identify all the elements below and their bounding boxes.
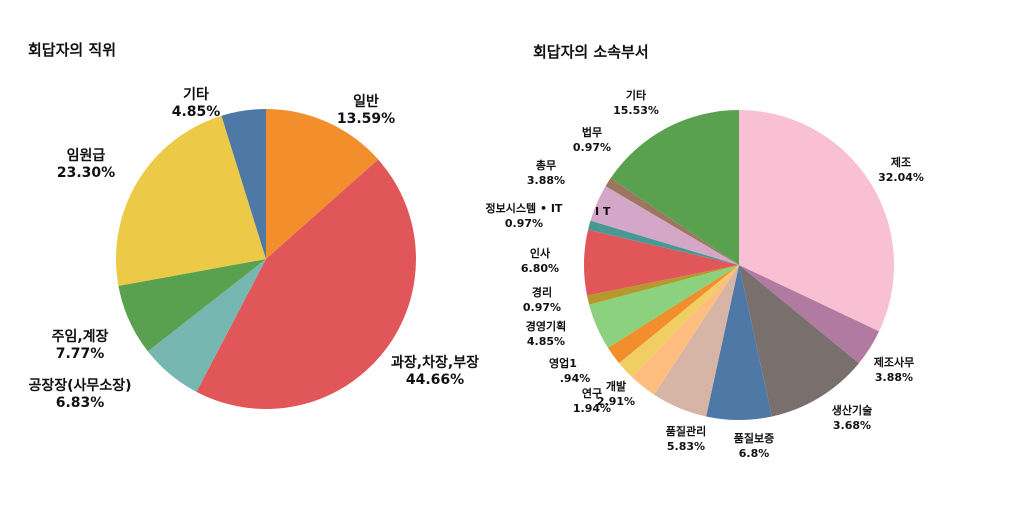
pie2-slice-5 bbox=[631, 265, 739, 395]
pie1-pct-2: 6.83% bbox=[56, 395, 105, 411]
pie1-label-1: 과장,차장,부장 bbox=[391, 354, 479, 371]
pie2-slice-0 bbox=[739, 110, 895, 332]
pie1-slice-3 bbox=[118, 259, 267, 352]
pie2-pct-13: 0.97% bbox=[573, 141, 611, 154]
pie2-label-4: 품질관리 bbox=[666, 424, 706, 438]
pie1-label-4: 임원급 bbox=[67, 148, 106, 164]
pie2-pct-2: 3.68% bbox=[833, 419, 871, 432]
pie2-slice-4 bbox=[654, 265, 739, 417]
pie2-slice-10 bbox=[583, 229, 739, 296]
pie2-label-5: 개발 bbox=[606, 379, 626, 393]
pie2-slice-14 bbox=[610, 110, 739, 265]
pie1-slice-0 bbox=[266, 109, 379, 259]
pie2-pct-11: 0.97% bbox=[505, 217, 543, 230]
pie2-pct-6: 1.94% bbox=[573, 402, 611, 415]
pie2-pct-10: 6.80% bbox=[521, 262, 559, 275]
pie2-label-14: 기타 bbox=[626, 88, 647, 102]
pie1-slice-5 bbox=[221, 109, 266, 259]
pie2-label-7: 영업1 bbox=[549, 357, 577, 370]
pie2-pct-0: 32.04% bbox=[878, 171, 924, 184]
pie2-pct-1: 3.88% bbox=[875, 371, 913, 384]
pie-position bbox=[115, 109, 416, 409]
pie2-slice-3 bbox=[706, 265, 772, 421]
pie2-label-3: 품질보증 bbox=[734, 432, 774, 445]
pie2-pct-12: 3.88% bbox=[527, 174, 565, 187]
pie1-label-0: 일반 bbox=[353, 93, 379, 110]
pie2-label-9: 경리 bbox=[532, 285, 552, 299]
pie2-slice-12 bbox=[590, 186, 739, 265]
pie2-slice-8 bbox=[589, 265, 739, 348]
pie1-pct-5: 4.85% bbox=[172, 104, 221, 120]
pie2-slice-2 bbox=[739, 265, 859, 417]
chart-title-department: 회답자의 소속부서 bbox=[533, 43, 649, 61]
pie2-pct-3: 6.8% bbox=[739, 447, 770, 460]
pie2-pct-7: .94% bbox=[560, 372, 591, 385]
pie1-pct-1: 44.66% bbox=[406, 372, 464, 388]
pie1-slice-4 bbox=[115, 115, 266, 286]
pie2-label-8: 경영기획 bbox=[526, 319, 566, 333]
pie1-label-3: 주임,계장 bbox=[52, 328, 109, 345]
pie2-label-10: 인사 bbox=[530, 246, 551, 260]
pie2-label-13: 법무 bbox=[582, 125, 602, 139]
pie2-slice-1 bbox=[739, 265, 880, 364]
pie2-slice-13 bbox=[605, 178, 739, 265]
labels-department: 제조 32.04% 제조사무 3.88% 생산기술 3.68% 품질보증 6.8% 품질관리 5.… bbox=[486, 88, 924, 460]
pie2-label-6: 연구 bbox=[582, 386, 602, 400]
pie2-pct-14: 15.53% bbox=[613, 104, 659, 117]
pie1-label-5: 기타 bbox=[183, 87, 209, 103]
pie2-slice-7 bbox=[607, 265, 739, 364]
pie1-pct-0: 13.59% bbox=[337, 111, 395, 127]
pie2-pct-4: 5.83% bbox=[667, 440, 705, 453]
pie1-pct-3: 7.77% bbox=[56, 346, 105, 362]
pie2-label-11: 정보시스템 • IT bbox=[486, 201, 563, 215]
pie1-label-2: 공장장(사무소장) bbox=[29, 377, 132, 394]
chart-title-position: 회답자의 직위 bbox=[28, 41, 116, 59]
pie2-pct-8: 4.85% bbox=[527, 335, 565, 348]
pie1-slice-2 bbox=[147, 259, 266, 392]
pie2-pct-5: 2.91% bbox=[597, 395, 635, 408]
pie-department bbox=[583, 110, 895, 421]
pie2-slice-11 bbox=[588, 220, 739, 265]
pie2-pct-9: 0.97% bbox=[523, 301, 561, 314]
pie1-pct-4: 23.30% bbox=[57, 165, 115, 181]
pie2-label-0: 제조 bbox=[891, 155, 911, 169]
pie2-label-2: 생산기술 bbox=[832, 403, 872, 417]
pie2-slice-9 bbox=[587, 265, 739, 305]
pie2-label-12: 총무 bbox=[536, 158, 556, 172]
pie2-label-1: 제조사무 bbox=[874, 355, 914, 369]
pie1-slice-1 bbox=[196, 159, 416, 409]
slice-text: I T bbox=[595, 205, 611, 218]
pie2-slice-6 bbox=[619, 265, 739, 378]
